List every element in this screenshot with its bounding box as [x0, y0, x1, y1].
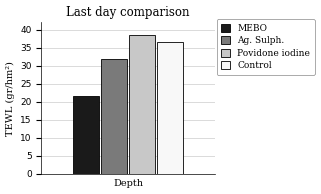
- Bar: [157, 42, 183, 174]
- Bar: [101, 59, 127, 174]
- Legend: MEBO, Ag. Sulph., Povidone iodine, Control: MEBO, Ag. Sulph., Povidone iodine, Contr…: [217, 19, 315, 74]
- X-axis label: Depth: Depth: [113, 179, 143, 188]
- Y-axis label: TEWL (gr/hm²): TEWL (gr/hm²): [5, 61, 15, 136]
- Title: Last day comparison: Last day comparison: [66, 6, 190, 19]
- Bar: [129, 35, 155, 174]
- Bar: [73, 96, 99, 174]
